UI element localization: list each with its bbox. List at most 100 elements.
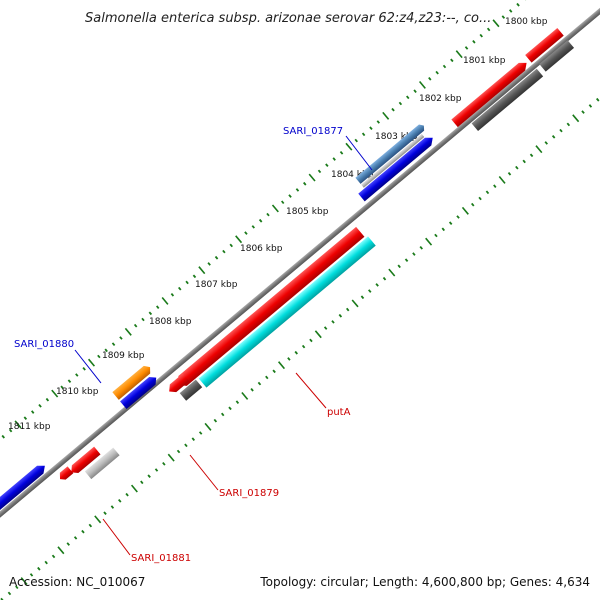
lower-ring-minor-tick xyxy=(235,400,240,404)
lower-ring-minor-tick xyxy=(345,307,350,312)
lower-ring-minor-tick xyxy=(485,190,490,195)
cds-red-1812[interactable] xyxy=(57,466,74,482)
cds-SARI_01879-gray[interactable] xyxy=(179,379,203,401)
upper-ring-minor-tick xyxy=(479,33,483,38)
upper-ring-minor-tick xyxy=(8,428,13,433)
upper-ring-minor-tick xyxy=(376,120,380,124)
tick-label: 1807 kbp xyxy=(195,280,238,290)
lower-ring-minor-tick xyxy=(81,529,85,534)
upper-ring-minor-tick xyxy=(192,274,197,279)
genome-backbone xyxy=(0,0,600,563)
lower-ring-minor-tick xyxy=(441,227,446,232)
cds-blue-1812[interactable] xyxy=(0,462,48,514)
lower-ring-minor-tick xyxy=(257,381,262,386)
label-SARI_01879[interactable]: SARI_01879 xyxy=(219,488,279,499)
lower-ring-minor-tick xyxy=(478,196,482,201)
backbone-group xyxy=(0,0,600,563)
cds-blue-1805[interactable] xyxy=(358,134,436,202)
upper-ring-minor-tick xyxy=(229,243,233,248)
lower-ring-minor-tick xyxy=(434,233,438,238)
upper-ring-minor-tick xyxy=(442,64,447,69)
label-SARI_01877[interactable]: SARI_01877 xyxy=(283,126,343,137)
label-SARI_01880[interactable]: SARI_01880 xyxy=(14,339,74,350)
cds-orange-SARI_01880[interactable] xyxy=(112,363,153,400)
lower-ring-minor-tick xyxy=(301,344,306,349)
connector-SARI_01881 xyxy=(102,518,131,556)
upper-ring-minor-tick xyxy=(119,336,123,340)
lower-ring-major-tick xyxy=(277,361,286,370)
lower-ring-minor-tick xyxy=(73,536,78,540)
feature-group xyxy=(0,27,575,514)
upper-ring-minor-tick xyxy=(222,249,226,254)
upper-ring-minor-tick xyxy=(369,126,373,130)
cds-putA-red[interactable] xyxy=(174,226,365,390)
upper-ring-minor-tick xyxy=(295,188,300,192)
lower-ring-major-tick xyxy=(388,268,396,277)
upper-ring-major-tick xyxy=(455,50,463,59)
map-title: Salmonella enterica subsp. arizonae sero… xyxy=(85,11,491,26)
lower-ring-minor-tick xyxy=(88,523,93,528)
cds-red-1801[interactable] xyxy=(451,59,529,128)
cds-SARI_01881-red[interactable] xyxy=(68,446,101,477)
upper-ring-minor-tick xyxy=(148,311,153,316)
lower-ring-major-tick xyxy=(94,515,102,524)
lower-tick-ring xyxy=(0,97,600,600)
lower-ring-major-tick xyxy=(241,391,249,400)
upper-ring-major-tick xyxy=(382,111,390,120)
tick-label: 1806 kbp xyxy=(240,244,283,254)
lower-ring-minor-tick xyxy=(184,443,188,448)
label-SARI_01881[interactable]: SARI_01881 xyxy=(131,553,191,564)
cds-SARI_01881-light[interactable] xyxy=(84,447,120,480)
tick-label: 1803 kbp xyxy=(375,132,418,142)
upper-ring-minor-tick xyxy=(501,15,506,19)
lower-ring-minor-tick xyxy=(191,437,196,441)
upper-ring-major-tick xyxy=(198,266,206,275)
label-connectors xyxy=(74,135,373,556)
cds-SARI_01877-light[interactable] xyxy=(361,133,425,188)
tick-label: 1805 kbp xyxy=(286,207,329,217)
lower-ring-minor-tick xyxy=(529,153,534,158)
upper-ring-minor-tick xyxy=(214,255,219,260)
lower-ring-minor-tick xyxy=(412,252,416,256)
lower-ring-major-tick xyxy=(498,175,506,184)
upper-ring-minor-tick xyxy=(23,416,28,420)
upper-ring-major-tick xyxy=(308,173,316,182)
lower-ring-minor-tick xyxy=(397,264,401,269)
cds-putA-cyan[interactable] xyxy=(198,236,376,388)
lower-ring-minor-tick xyxy=(559,128,563,133)
cds-gray-1801[interactable] xyxy=(471,68,544,132)
upper-ring-major-tick xyxy=(271,204,279,213)
lower-ring-minor-tick xyxy=(118,499,122,503)
lower-ring-minor-tick xyxy=(331,320,335,324)
lower-ring-minor-tick xyxy=(493,184,497,188)
lower-ring-minor-tick xyxy=(375,283,379,287)
cds-blue-SARI_01880[interactable] xyxy=(120,374,159,410)
lower-ring-minor-tick xyxy=(544,141,548,145)
lower-ring-minor-tick xyxy=(581,110,585,114)
label-putA[interactable]: putA xyxy=(327,407,351,418)
upper-ring-minor-tick xyxy=(1,434,5,439)
upper-ring-minor-tick xyxy=(428,77,432,81)
cds-red-1800[interactable] xyxy=(525,27,564,63)
cds-gray-1800[interactable] xyxy=(539,40,575,72)
cds-SARI_01879-red[interactable] xyxy=(166,373,190,396)
upper-ring-minor-tick xyxy=(185,280,189,285)
upper-ring-minor-tick xyxy=(391,107,395,112)
lower-ring-major-tick xyxy=(57,546,65,555)
lower-ring-minor-tick xyxy=(162,462,166,466)
lower-ring-minor-tick xyxy=(360,295,365,300)
tick-label: 1810 kbp xyxy=(56,387,99,397)
lower-ring-minor-tick xyxy=(456,215,460,219)
lower-ring-minor-tick xyxy=(29,573,34,577)
connector-SARI_01877 xyxy=(345,135,373,171)
lower-ring-minor-tick xyxy=(44,560,48,565)
lower-ring-minor-tick xyxy=(382,276,387,281)
upper-ring-minor-tick xyxy=(60,385,64,390)
upper-ring-major-tick xyxy=(14,420,22,429)
upper-ring-minor-tick xyxy=(472,40,476,44)
upper-ring-minor-tick xyxy=(486,27,491,32)
lower-ring-minor-tick xyxy=(110,505,115,509)
cds-SARI_01877-steel[interactable] xyxy=(355,123,426,184)
upper-ring-minor-tick xyxy=(38,404,42,408)
